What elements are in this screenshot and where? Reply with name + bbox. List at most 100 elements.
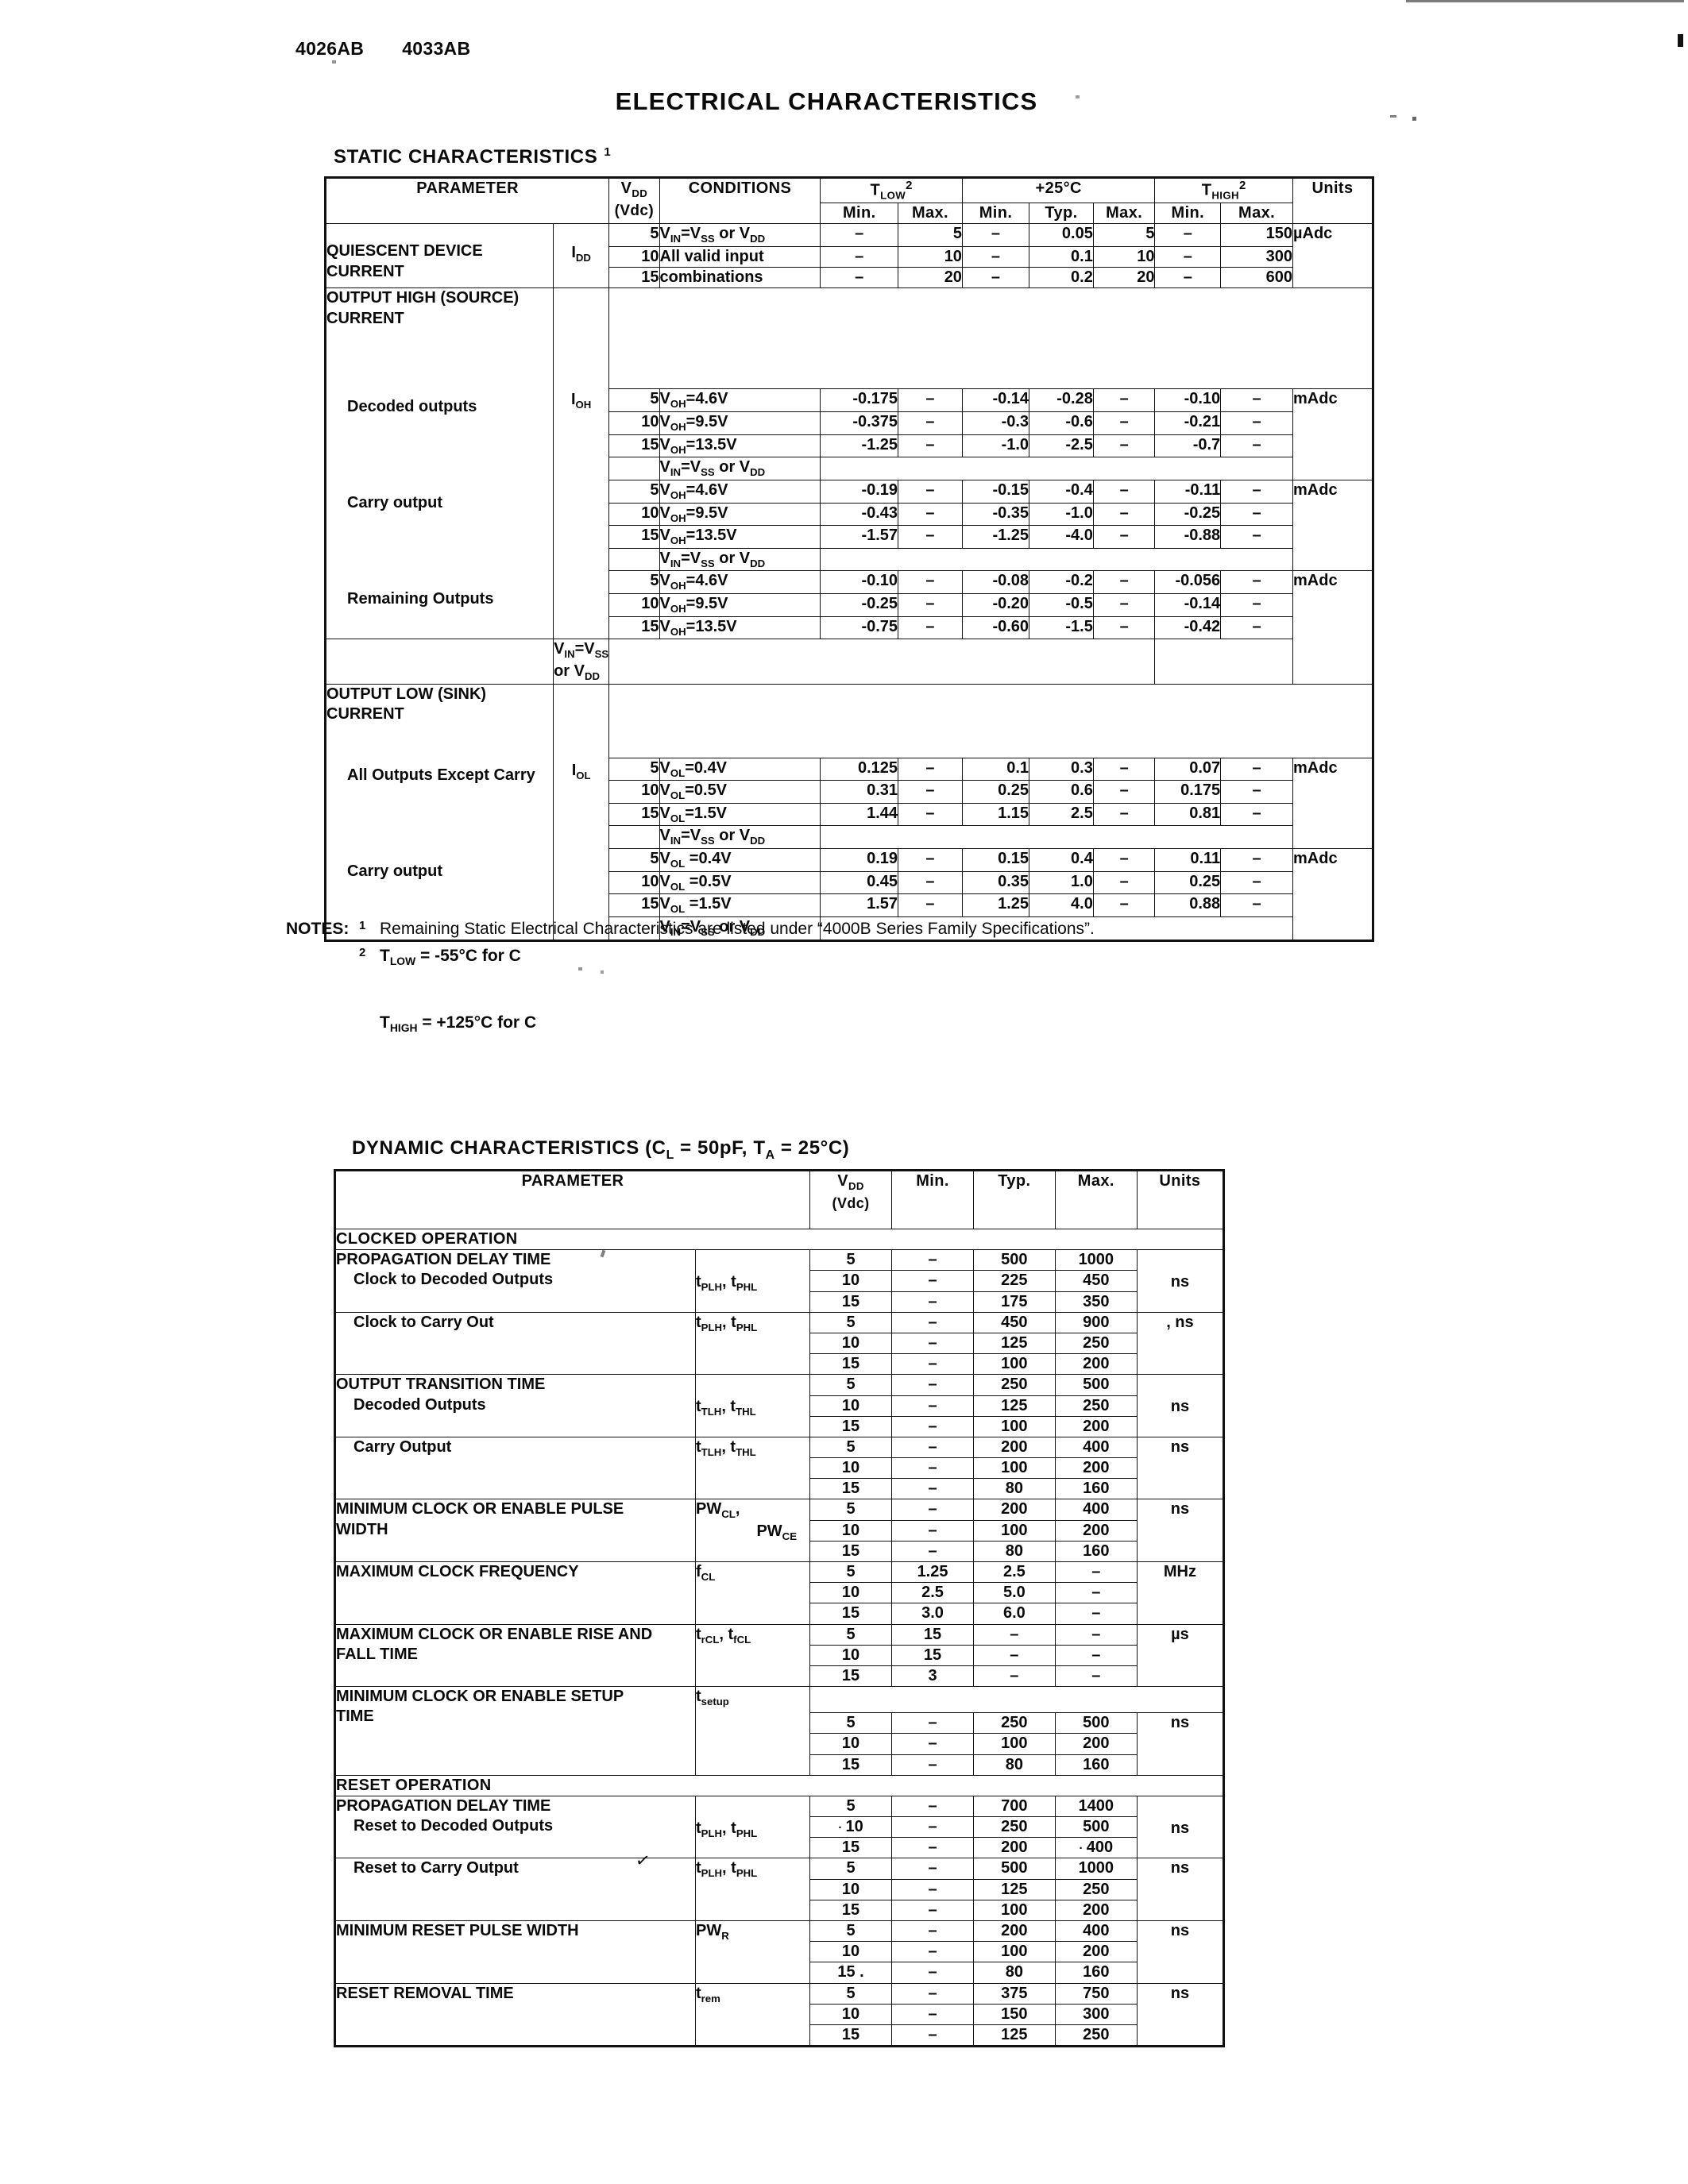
param-min-reset-pulse-width: MINIMUM RESET PULSE WIDTH [334,1920,696,1984]
tlow-max: – [898,615,963,640]
typ-value: 200 [972,1499,1056,1521]
max-value: 200 [1054,1941,1138,1963]
t25-typ: -1.5 [1029,615,1094,640]
col-group-thigh: THIGH2 [1154,176,1293,204]
table-row: 10 2.5 5.0 – [335,1582,1224,1604]
typ-value: 125 [972,1878,1056,1900]
condition-cell: VOL=1.5V [659,802,821,827]
tlow-max: – [898,388,963,413]
t25-min: -0.15 [961,479,1030,504]
vdd-value: 15 [809,1478,893,1500]
min-value: – [891,1712,974,1734]
tlow-max: – [898,802,963,827]
typ-value: 100 [972,1941,1056,1963]
dyn-col-min: Min. [891,1170,974,1229]
notes-block: NOTES: 1 Remaining Static Electrical Cha… [286,917,1095,1036]
typ-value: 200 [972,1837,1056,1859]
min-value: – [891,1795,974,1818]
vdd-value: 15 [809,1754,893,1776]
min-value: – [891,1858,974,1880]
tlow-max: – [898,479,963,504]
vdd-value: 5 [809,1623,893,1646]
symbol-idd: IDD [553,223,610,289]
max-value: 160 [1054,1540,1138,1563]
param-min-setup-time: MINIMUM CLOCK OR ENABLE SETUP TIME [334,1686,696,1776]
table-row: OUTPUT LOW (SINK) CURRENT All Outputs Ex… [324,683,1373,941]
max-value: 1400 [1054,1795,1138,1818]
condition-cell: VOL=0.4V [659,757,821,781]
max-value: 200 [1054,1899,1138,1922]
table-row: 5 VOL=0.4V 0.125 – 0.1 0.3 – 0.07 – mAdc [326,757,1373,850]
table-row: 15 – 80 160 [335,1540,1224,1563]
thigh-max: 600 [1220,267,1293,289]
static-characteristics-heading: STATIC CHARACTERISTICS 1 [334,145,612,168]
device-id-1: 4026AB [295,38,365,59]
dynamic-characteristics-table: PARAMETER VDD (Vdc) Min. Typ. Max. Units … [334,1169,1225,2048]
units-cell: ns [1136,1249,1225,1313]
table-row: PROPAGATION DELAY TIME Clock to Decoded … [334,1249,1225,1313]
table-row: 15 VOH=13.5V -1.57 – -1.25 -4.0 – -0.88 … [326,525,1373,549]
condition-cell: VOH=9.5V [659,502,821,527]
thigh-max: – [1220,780,1293,804]
table-row: 10 All valid input – 10 – 0.1 10 – 300 [326,246,1373,268]
max-value: 200 [1054,1519,1138,1542]
symbol-tsetup: tsetup [695,1686,810,1776]
typ-value: 100 [972,1353,1056,1376]
min-value: – [891,1962,974,1984]
min-value: – [891,1899,974,1922]
max-value: 500 [1054,1816,1138,1839]
note-3-text: THIGH = +125°C for C [380,1013,537,1034]
typ-value: 100 [972,1733,1056,1755]
table-row: 15 – 200 · 400 [335,1837,1224,1859]
t25-max: 20 [1092,267,1156,289]
typ-value: 5.0 [972,1582,1056,1604]
vdd-value: 5 [809,1561,893,1584]
sub-label-remaining-outputs: Remaining Outputs [347,590,494,608]
vdd-value: 15 [608,615,660,640]
vdd-value: 10 [608,870,660,895]
tlow-max: – [898,870,963,895]
thigh-max: – [1220,434,1293,458]
max-value: – [1054,1644,1138,1666]
table-row: VIN=VSS or VDD [326,825,1373,850]
t25-max: – [1092,525,1156,549]
units-cell: MHz [1136,1561,1225,1625]
tlow-max: – [898,893,963,917]
vdd-value: 15 [809,2024,893,2047]
units-cell: ns [1136,1982,1225,2047]
tlow-max: 10 [898,246,963,268]
col-parameter: PARAMETER [324,176,610,225]
spacer-cell [820,457,1293,480]
table-row: 10 – 100 200 [335,1941,1224,1963]
typ-value: – [972,1623,1056,1646]
units-cell: mAdc [1292,848,1373,941]
tlow-min: -1.25 [820,434,899,458]
table-row: 10 VOL =0.5V 0.45 – 0.35 1.0 – 0.25 – [326,870,1373,895]
typ-value: 500 [972,1249,1056,1271]
scan-speck [578,967,582,970]
t25-min: -0.08 [961,570,1030,595]
condition-cell: VOH=9.5V [659,411,821,435]
tlow-min: 0.31 [820,780,899,804]
min-value: – [891,1540,974,1563]
thigh-min: – [1154,246,1222,268]
max-value: 200 [1054,1415,1138,1437]
table-row: OUTPUT TRANSITION TIME Decoded Outputs t… [334,1374,1225,1437]
table-row: MINIMUM CLOCK OR ENABLE SETUP TIME tsetu… [334,1686,1224,1776]
typ-value: 250 [972,1816,1056,1839]
thigh-min: -0.88 [1154,525,1222,549]
vdd-value: 5 [608,570,660,595]
thigh-max: 150 [1220,223,1293,248]
vdd-value [608,457,660,480]
table-row: Clock to Carry Out tPLH, tPHL 5 – 450 90… [334,1311,1225,1376]
col-thigh-max: Max. [1220,203,1293,225]
vdd-value: 10 [809,1941,893,1963]
t25-max: – [1092,893,1156,917]
typ-value: 2.5 [972,1561,1056,1584]
thigh-min: 0.25 [1154,870,1222,895]
thigh-max: – [1220,411,1293,435]
thigh-min: -0.14 [1154,593,1222,617]
max-value: – [1054,1603,1138,1625]
vdd-value [608,916,660,941]
t25-typ: 1.0 [1029,870,1094,895]
